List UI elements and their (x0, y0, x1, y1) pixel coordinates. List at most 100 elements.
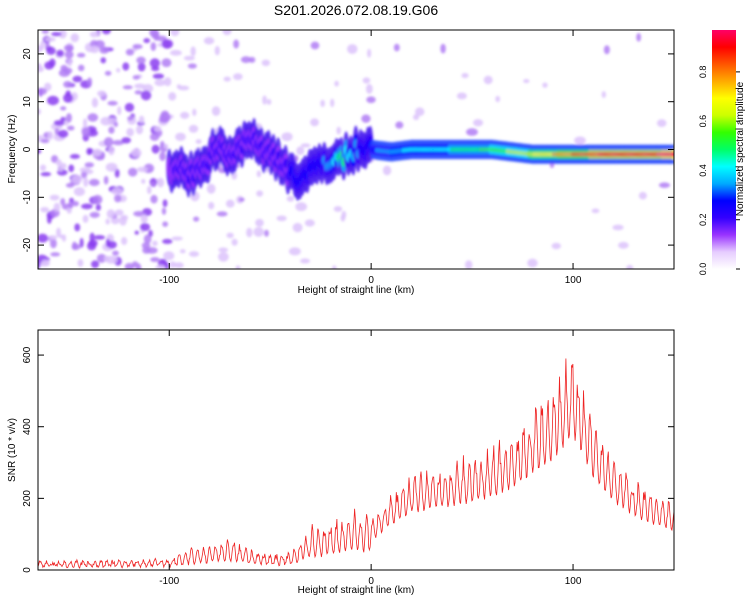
spectrogram-noise-cell (86, 241, 97, 251)
spectrogram-noise-cell (79, 167, 91, 173)
spectrogram-noise-cell (125, 48, 135, 56)
spectrogram-noise-cell (203, 37, 215, 45)
spectrogram-noise-cell (107, 100, 118, 106)
spectrogram-noise-cell (180, 111, 190, 119)
spectrogram-noise-cell (83, 177, 89, 187)
spectrogram-noise-cell (69, 153, 81, 160)
spectrogram-noise-cell (114, 209, 124, 216)
spectrogram-noise-cell (330, 98, 335, 108)
colorbar: 0.0 0.2 0.4 0.6 0.8 Normalized spectral ampl… (698, 30, 746, 275)
spectrogram-noise-cell (440, 43, 446, 54)
spectrogram-noise-cell (70, 33, 80, 43)
spectrogram-noise-cell (495, 95, 501, 103)
spectrogram-noise-cell (41, 30, 50, 34)
spectrogram-noise-cell (208, 201, 215, 210)
spectrogram-noise-cell (106, 209, 116, 219)
spectrogram-noise-cell (382, 165, 392, 176)
spectrogram-noise-cell (105, 162, 118, 172)
spectrogram-noise-cell (288, 247, 301, 256)
spectrogram-noise-cell (320, 99, 325, 108)
spectrogram-noise-cell (89, 211, 100, 218)
snr-y-tick-label: 200 (22, 490, 33, 507)
snr-x-ticks: -100 0 100 (159, 330, 582, 587)
spectrogram-noise-cell (299, 258, 311, 264)
spectrogram-noise-cell (41, 259, 50, 266)
spectrogram-noise-cell (231, 238, 238, 246)
spectrogram-noise-cell (38, 108, 41, 115)
spectrogram-noise-cell (156, 35, 167, 42)
spectrogram-noise-cell (143, 234, 152, 244)
snr-frame (37, 329, 675, 571)
colorbar-tick-label: 0.2 (698, 213, 708, 226)
spectrogram-noise-cell (45, 42, 50, 49)
spectrogram-noise-cell (170, 30, 180, 37)
spectrogram-noise-cell (76, 52, 86, 58)
spectrogram-noise-cell (161, 207, 167, 215)
spectrogram-noise-cell (135, 124, 144, 135)
spectrogram-noise-cell (140, 214, 148, 224)
spectrogram-noise-cell (336, 126, 341, 135)
spectrogram-noise-cell (138, 115, 145, 124)
spectrogram-noise-cell (64, 50, 74, 59)
spectrogram-noise-cell (39, 164, 47, 172)
spectrogram-noise-cell (253, 226, 264, 237)
spectrogram-noise-cell (47, 131, 54, 140)
spectrogram-noise-cell (108, 145, 115, 156)
spectrogram-noise-cell (174, 262, 184, 269)
spectrogram-noise-cell (46, 214, 52, 224)
spectrogram-noise-cell (149, 133, 160, 141)
spectrogram-noise-cell (216, 211, 228, 217)
spectrogram-noise-cell (149, 58, 160, 68)
spectrogram-noise-cell (393, 43, 400, 52)
spectrogram-noise-cell (67, 125, 75, 131)
spectrogram-cells (38, 30, 674, 269)
spectrogram-noise-cell (124, 262, 135, 269)
spectrogram-noise-cell (152, 240, 158, 246)
spectrogram-noise-cell (146, 247, 158, 254)
spectrogram-noise-cell (55, 159, 62, 167)
spectrogram-noise-cell (246, 227, 253, 238)
spectrogram-noise-cell (121, 137, 131, 144)
spectrogram-noise-cell (551, 242, 561, 250)
spectrogram-noise-cell (281, 132, 293, 142)
spectrogram-noise-cell (136, 56, 146, 64)
spectrogram-noise-cell (155, 264, 167, 269)
spectrogram-noise-cell (66, 207, 72, 214)
spectrogram-y-ticks: -20 -10 0 10 20 (22, 48, 674, 252)
spectrogram-noise-cell (132, 44, 143, 50)
spectrogram-noise-cell (126, 127, 134, 137)
spectrogram-y-label: Frequency (Hz) (7, 115, 18, 184)
spectrogram-noise-cell (95, 204, 102, 211)
spectrogram-noise-cell (105, 218, 110, 225)
spectrogram-noise-cell (104, 70, 112, 76)
spectrogram-noise-cell (310, 118, 319, 127)
spectrogram-noise-cell (92, 148, 103, 157)
spectrogram-noise-cell (332, 265, 337, 269)
snr-x-tick-label: 100 (565, 576, 582, 587)
spectrogram-noise-cell (300, 143, 311, 148)
spectrogram-noise-cell (523, 79, 530, 84)
spectrogram-noise-cell (141, 178, 146, 184)
spectrogram-noise-cell (179, 249, 186, 254)
spectrogram-noise-cell (136, 166, 149, 173)
spectrogram-noise-cell (38, 259, 41, 269)
spectrogram-noise-cell (591, 208, 600, 214)
spectrogram-noise-cell (461, 73, 469, 79)
spectrogram-noise-cell (40, 171, 52, 177)
spectrogram-noise-cell (150, 42, 157, 51)
spectrogram-noise-cell (153, 125, 162, 132)
spectrogram-noise-cell (636, 32, 642, 42)
spectrogram-noise-cell (603, 45, 610, 55)
spectrogram-noise-cell (127, 116, 134, 121)
spectrogram-noise-cell (68, 164, 75, 173)
spectrogram-noise-cell (188, 251, 200, 257)
spectrogram-y-tick-label: -10 (22, 190, 33, 205)
spectrogram-noise-cell (365, 83, 373, 94)
spectrogram-noise-cell (334, 80, 339, 87)
spectrogram-noise-cell (103, 175, 109, 185)
spectrogram-noise-cell (163, 143, 169, 149)
spectrogram-noise-cell (111, 167, 116, 172)
spectrogram-noise-cell (483, 75, 493, 85)
spectrogram-noise-cell (362, 77, 371, 84)
